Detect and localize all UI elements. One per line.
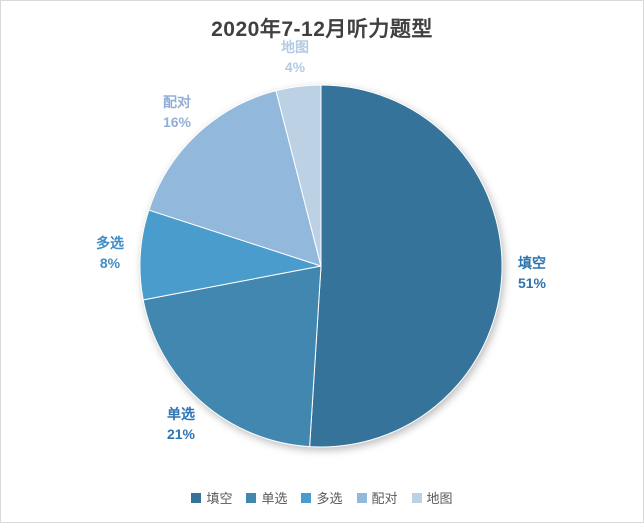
legend-swatch-icon (356, 492, 367, 503)
pie-slice-4 (275, 84, 322, 267)
legend-item-4: 地图 (411, 488, 453, 507)
legend-swatch-icon (411, 492, 422, 503)
slice-label-value: 4% (284, 59, 306, 75)
legend-label: 配对 (371, 491, 398, 506)
slice-label-name: 多选 (96, 235, 124, 251)
pie-slice-0 (309, 84, 503, 448)
legend-label: 多选 (316, 491, 343, 506)
legend-label: 单选 (261, 491, 288, 506)
legend-label: 地图 (426, 491, 453, 506)
pie-slice-2 (139, 209, 322, 301)
legend-item-0: 填空 (191, 488, 232, 507)
chart-legend: 填空 单选 多选 配对 地图 (1, 488, 643, 507)
slice-label-0: 填空 51% (518, 253, 546, 293)
slice-label-name: 配对 (163, 94, 191, 110)
slice-label-value: 51% (517, 275, 547, 291)
slice-label-name: 地图 (281, 39, 309, 55)
slice-label-value: 21% (166, 426, 196, 442)
legend-swatch-icon (191, 492, 202, 503)
legend-swatch-icon (301, 492, 312, 503)
chart-title: 2020年7-12月听力题型 (211, 18, 433, 41)
slice-label-name: 填空 (518, 255, 546, 271)
slice-label-2: 多选 8% (96, 233, 124, 273)
legend-label: 填空 (206, 491, 233, 506)
slice-label-3: 配对 16% (163, 92, 191, 132)
legend-swatch-icon (246, 492, 257, 503)
slice-label-value: 8% (99, 255, 121, 271)
pie-slice-3 (148, 90, 322, 267)
slice-label-value: 16% (162, 114, 192, 130)
slice-label-1: 单选 21% (167, 404, 195, 444)
slice-label-name: 单选 (167, 406, 195, 422)
slice-label-4: 地图 4% (281, 37, 309, 77)
legend-item-1: 单选 (246, 488, 287, 507)
legend-item-2: 多选 (301, 488, 343, 507)
pie-slice-1 (142, 265, 322, 448)
legend-item-3: 配对 (356, 488, 398, 507)
